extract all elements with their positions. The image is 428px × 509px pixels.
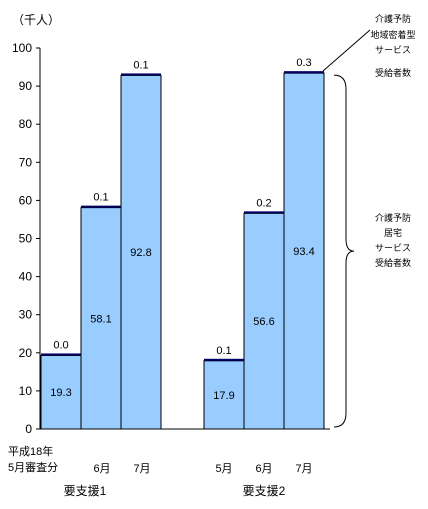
group-label: 要支援2 bbox=[243, 484, 286, 498]
data-label-kyotaku: 92.8 bbox=[130, 247, 151, 259]
annotation-chiiki-text: 受給者数 bbox=[375, 67, 411, 78]
bar-kyotaku bbox=[203, 360, 245, 430]
bar-kyotaku bbox=[283, 72, 325, 430]
bar-kyotaku bbox=[120, 74, 162, 430]
y-tick-label: 90 bbox=[19, 79, 33, 93]
data-label-chiiki: 0.3 bbox=[296, 57, 311, 69]
y-tick-label: 50 bbox=[19, 232, 33, 246]
data-label-chiiki: 0.2 bbox=[256, 197, 271, 209]
bar-chiiki bbox=[204, 358, 244, 361]
bar-kyotaku bbox=[243, 212, 285, 430]
annotation-chiiki-text: 介護予防 bbox=[375, 13, 411, 24]
y-tick-label: 70 bbox=[19, 155, 33, 169]
y-tick-label: 20 bbox=[19, 346, 33, 360]
x-category-label: 5月審査分 bbox=[8, 460, 58, 474]
bar-kyotaku bbox=[80, 207, 122, 430]
x-category-label: 6月 bbox=[93, 463, 110, 475]
y-tick-label: 80 bbox=[19, 117, 33, 131]
annotation-kyotaku-text: サービス bbox=[375, 243, 411, 253]
data-label-kyotaku: 58.1 bbox=[90, 313, 111, 325]
y-tick-label: 0 bbox=[25, 422, 32, 436]
annotation-kyotaku-text: 受給者数 bbox=[375, 257, 411, 268]
x-category-label: 7月 bbox=[133, 463, 150, 475]
x-category-label: 5月 bbox=[215, 463, 232, 475]
data-label-chiiki: 0.1 bbox=[133, 59, 148, 71]
y-tick-label: 30 bbox=[19, 308, 33, 322]
data-label-kyotaku: 93.4 bbox=[293, 246, 314, 258]
unit-label: （千人） bbox=[12, 13, 60, 27]
x-category-label: 7月 bbox=[295, 463, 312, 475]
annotation-kyotaku-text: 居宅 bbox=[384, 227, 402, 238]
annotation-leader-line bbox=[322, 29, 371, 72]
y-tick-label: 60 bbox=[19, 193, 33, 207]
annotation-chiiki-text: 地域密着型 bbox=[370, 29, 415, 40]
data-label-kyotaku: 17.9 bbox=[213, 390, 234, 402]
y-tick-label: 100 bbox=[12, 41, 32, 55]
data-label-chiiki: 0.1 bbox=[93, 192, 108, 204]
bar-chiiki bbox=[41, 353, 81, 356]
data-label-chiiki: 0.0 bbox=[53, 339, 68, 351]
annotation-kyotaku-text: 介護予防 bbox=[375, 212, 411, 223]
bar-chiiki bbox=[244, 211, 284, 214]
annotation-brace bbox=[333, 74, 355, 428]
data-label-kyotaku: 56.6 bbox=[253, 316, 274, 328]
group-label: 要支援1 bbox=[64, 484, 107, 498]
annotation-chiiki-text: サービス bbox=[375, 45, 411, 55]
y-tick-label: 40 bbox=[19, 270, 33, 284]
y-tick-label: 10 bbox=[19, 384, 33, 398]
data-label-kyotaku: 19.3 bbox=[50, 387, 71, 399]
bar-chiiki bbox=[81, 205, 121, 208]
bar-chiiki bbox=[284, 71, 324, 74]
bar-chiiki bbox=[121, 73, 161, 76]
x-category-label: 6月 bbox=[255, 463, 272, 475]
x-category-label: 平成18年 bbox=[8, 444, 53, 458]
data-label-chiiki: 0.1 bbox=[216, 345, 231, 357]
